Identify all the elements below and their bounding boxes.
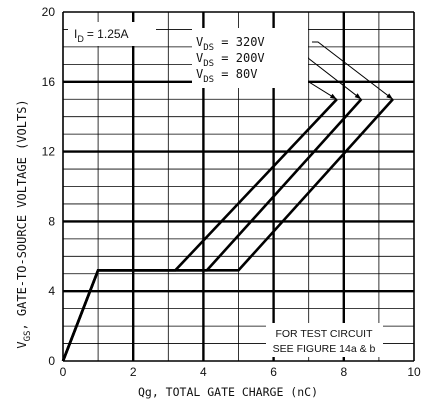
- note-box: [266, 323, 383, 357]
- x-axis-title: Qg, TOTAL GATE CHARGE (nC): [138, 385, 318, 399]
- note-line-2: SEE FIGURE 14a & b: [273, 343, 376, 355]
- leader-line-320v: [312, 41, 394, 100]
- grid: [62, 11, 415, 362]
- tick-labels: 0 4 8 12 16 20 0 2 4 6 8 10: [42, 5, 421, 379]
- series-line-80v: [61, 98, 338, 362]
- x-tick-label-8: 8: [340, 365, 347, 379]
- x-tick-label-0: 0: [60, 365, 67, 379]
- legend-label-200v: VDS = 200V: [196, 51, 265, 69]
- y-axis-title-sub: GS: [23, 331, 33, 342]
- y-axis-title-rest: , GATE-TO-SOURCE VOLTAGE (VOLTS): [15, 99, 29, 330]
- y-tick-label-12: 12: [42, 145, 56, 159]
- y-tick-label-16: 16: [42, 75, 56, 89]
- id-label-sub: D: [77, 34, 84, 44]
- y-tick-label-0: 0: [48, 354, 55, 368]
- legend-label-320v: VDS = 320V: [196, 35, 265, 53]
- note-line-1: FOR TEST CIRCUIT: [275, 328, 373, 340]
- id-label: ID = 1.25A: [74, 27, 129, 44]
- legend-box: [192, 28, 308, 88]
- x-tick-label-10: 10: [407, 365, 421, 379]
- y-axis-title: VGS, GATE-TO-SOURCE VOLTAGE (VOLTS): [15, 99, 33, 348]
- leader-arrow-200v: [354, 93, 362, 100]
- leader-arrow-320v: [386, 93, 393, 100]
- legend-label-80v: VDS = 80V: [196, 67, 257, 85]
- leader-arrow-80v: [329, 93, 337, 100]
- y-tick-label-8: 8: [48, 214, 55, 228]
- curves: [61, 98, 394, 362]
- y-tick-label-4: 4: [48, 284, 55, 298]
- id-label-value: = 1.25A: [87, 27, 129, 41]
- x-tick-label-6: 6: [270, 365, 277, 379]
- id-label-box: [68, 22, 156, 46]
- x-tick-label-2: 2: [130, 365, 137, 379]
- y-tick-label-20: 20: [42, 5, 56, 19]
- x-tick-label-4: 4: [200, 365, 207, 379]
